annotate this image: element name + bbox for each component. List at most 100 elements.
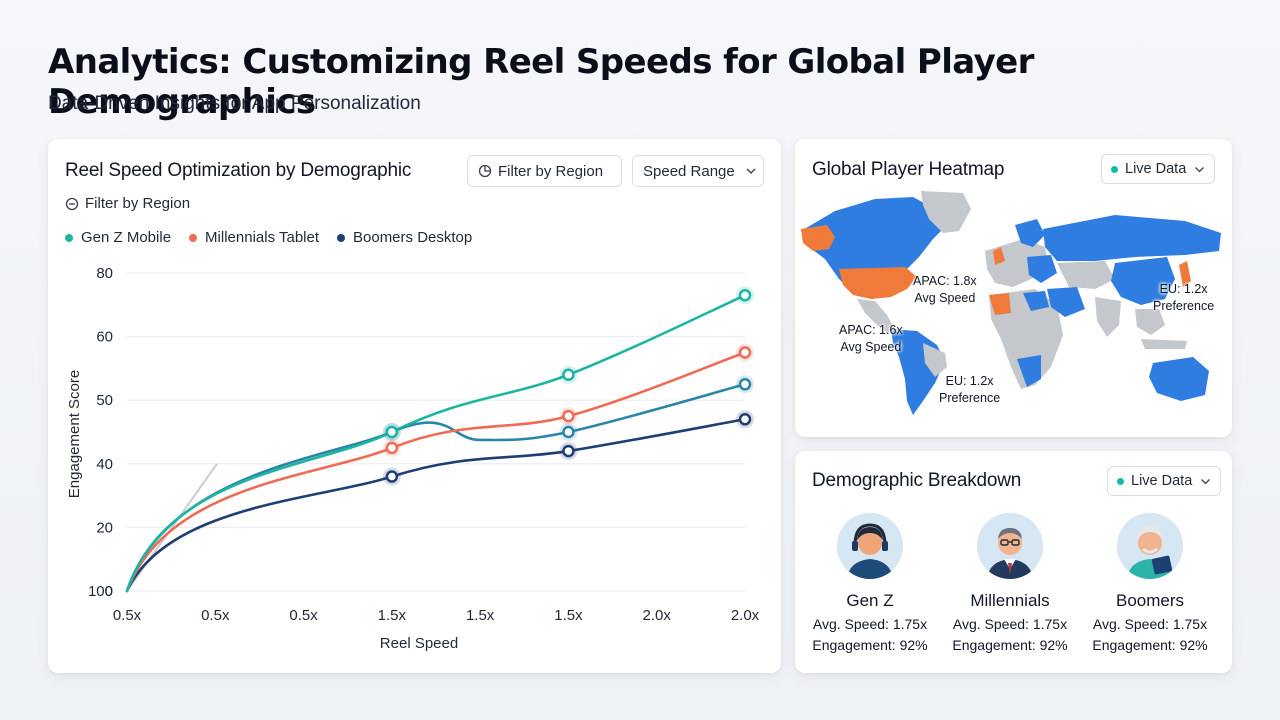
persona-millennials[interactable]: Millennials Avg. Speed: 1.75x Engagement… (940, 513, 1080, 653)
persona-engagement: Engagement: 92% (812, 637, 928, 653)
speed-range-dropdown[interactable]: Speed Range (632, 155, 764, 187)
map-annotation-line: APAC: 1.8x (913, 274, 977, 288)
chevron-down-icon (1194, 166, 1205, 173)
map-region-southern-africa (1017, 355, 1041, 387)
persona-name: Gen Z (846, 591, 894, 610)
live-data-button[interactable]: Live Data (1101, 154, 1216, 184)
series-line (125, 351, 747, 593)
data-point (562, 409, 575, 423)
map-region-usa (839, 267, 917, 299)
map-annotation-line: Preference (1153, 298, 1215, 313)
y-axis-label: Engagement Score (66, 370, 83, 498)
map-annotation-line: EU: 1.2x (945, 374, 994, 388)
map-region-uk (993, 247, 1005, 265)
data-point (562, 425, 575, 439)
map-annotation-eu-1: EU: 1.2x Preference (1153, 281, 1214, 315)
x-tick-label: 1.5x (466, 607, 495, 624)
chevron-down-icon (1200, 478, 1211, 485)
map-annotation-line: Avg Speed (840, 339, 902, 354)
map-region-north-africa-a (989, 293, 1011, 315)
map-annotation-line: Preference (939, 390, 1001, 405)
persona-boomers[interactable]: Boomers Avg. Speed: 1.75x Engagement: 92… (1080, 513, 1220, 653)
map-region-china (1111, 257, 1175, 305)
chart-legend: Gen Z Mobile Millennials Tablet Boomers … (65, 229, 472, 246)
legend-item-boomers[interactable]: Boomers Desktop (337, 229, 472, 246)
persona-gen-z[interactable]: Gen Z Avg. Speed: 1.75x Engagement: 92% (800, 513, 940, 653)
persona-avg-speed: Avg. Speed: 1.75x (952, 616, 1068, 632)
map-region-central-america (857, 299, 895, 333)
live-data-label: Live Data (1125, 161, 1187, 177)
map-region-north-africa-b (1023, 291, 1049, 311)
x-tick-label: 0.5x (289, 607, 318, 624)
y-tick-label: 40 (96, 456, 113, 473)
legend-swatch (337, 233, 345, 242)
demographic-title: Demographic Breakdown (812, 470, 1022, 491)
map-region-middle-east (1047, 287, 1085, 317)
pie-filter-icon (478, 164, 492, 178)
y-tick-label: 50 (96, 392, 113, 409)
filter-by-region-link[interactable]: Filter by Region (65, 195, 190, 212)
data-point (385, 441, 399, 455)
filter-region-label: Filter by Region (498, 162, 604, 180)
legend-item-millennials[interactable]: Millennials Tablet (189, 229, 319, 246)
legend-label: Boomers Desktop (353, 229, 473, 246)
map-region-india (1095, 297, 1121, 337)
y-tick-label: 80 (96, 265, 113, 282)
live-indicator-icon (1117, 477, 1124, 485)
data-point (738, 378, 752, 391)
x-axis-label: Reel Speed (380, 635, 458, 652)
data-point (385, 425, 399, 439)
x-tick-label: 0.5x (201, 607, 230, 624)
heatmap-title: Global Player Heatmap (812, 159, 1005, 180)
persona-avg-speed: Avg. Speed: 1.75x (812, 616, 928, 632)
data-point (562, 368, 575, 382)
y-tick-label: 100 (88, 583, 113, 600)
map-region-southeast-asia (1135, 309, 1165, 335)
persona-avg-speed: Avg. Speed: 1.75x (1092, 616, 1208, 632)
legend-label: Gen Z Mobile (81, 229, 172, 246)
map-annotation-line: Avg Speed (914, 290, 976, 305)
data-point (385, 470, 399, 483)
chart-panel-title: Reel Speed Optimization by Demographic (65, 160, 412, 181)
map-region-eastern-europe (1027, 255, 1057, 283)
map-annotation-line: EU: 1.2x (1159, 282, 1208, 296)
x-tick-label: 1.5x (378, 607, 407, 624)
y-tick-label: 60 (96, 329, 113, 346)
filter-region-button[interactable]: Filter by Region (467, 155, 622, 187)
millennial-avatar-icon (977, 513, 1043, 579)
data-point (738, 346, 752, 359)
x-tick-label: 1.5x (554, 607, 583, 624)
persona-name: Boomers (1115, 591, 1185, 610)
filter-by-region-text: Filter by Region (85, 195, 191, 212)
legend-swatch (65, 233, 73, 242)
persona-engagement: Engagement: 92% (1092, 637, 1208, 653)
map-region-central-asia (1057, 261, 1115, 289)
y-tick-label: 0 (105, 583, 113, 600)
map-region-japan (1179, 261, 1191, 287)
faint-trace-line (126, 463, 218, 592)
data-point (562, 444, 575, 458)
demographic-panel: Demographic Breakdown Live Data Gen Z Av… (795, 451, 1232, 673)
gen-z-avatar-icon (837, 513, 903, 579)
map-region-alaska (801, 225, 835, 251)
chart-panel: Reel Speed Optimization by Demographic F… (48, 139, 781, 673)
persona-name: Millennials (970, 591, 1050, 610)
map-annotation-line: APAC: 1.6x (839, 323, 903, 337)
world-map[interactable] (795, 139, 1232, 437)
speed-range-label: Speed Range (643, 162, 735, 180)
persona-engagement: Engagement: 92% (952, 637, 1068, 653)
map-annotation-eu-2: EU: 1.2x Preference (939, 373, 1000, 407)
live-data-button[interactable]: Live Data (1107, 466, 1222, 496)
map-annotation-apac-1: APAC: 1.8x Avg Speed (913, 273, 977, 307)
x-tick-label: 0.5x (113, 607, 142, 624)
map-region-greenland (921, 191, 971, 233)
clock-filter-icon (65, 197, 79, 211)
x-tick-label: 2.0x (731, 607, 760, 624)
series-line (125, 383, 747, 593)
heatmap-panel: Global Player Heatmap Live Data (795, 139, 1232, 437)
legend-swatch (189, 233, 198, 242)
map-region-indonesia (1141, 339, 1187, 349)
map-region-australia (1149, 357, 1209, 401)
page-subtitle: Data-Driven Insights for App Personaliza… (48, 93, 421, 114)
legend-item-gen-z[interactable]: Gen Z Mobile (65, 229, 171, 246)
